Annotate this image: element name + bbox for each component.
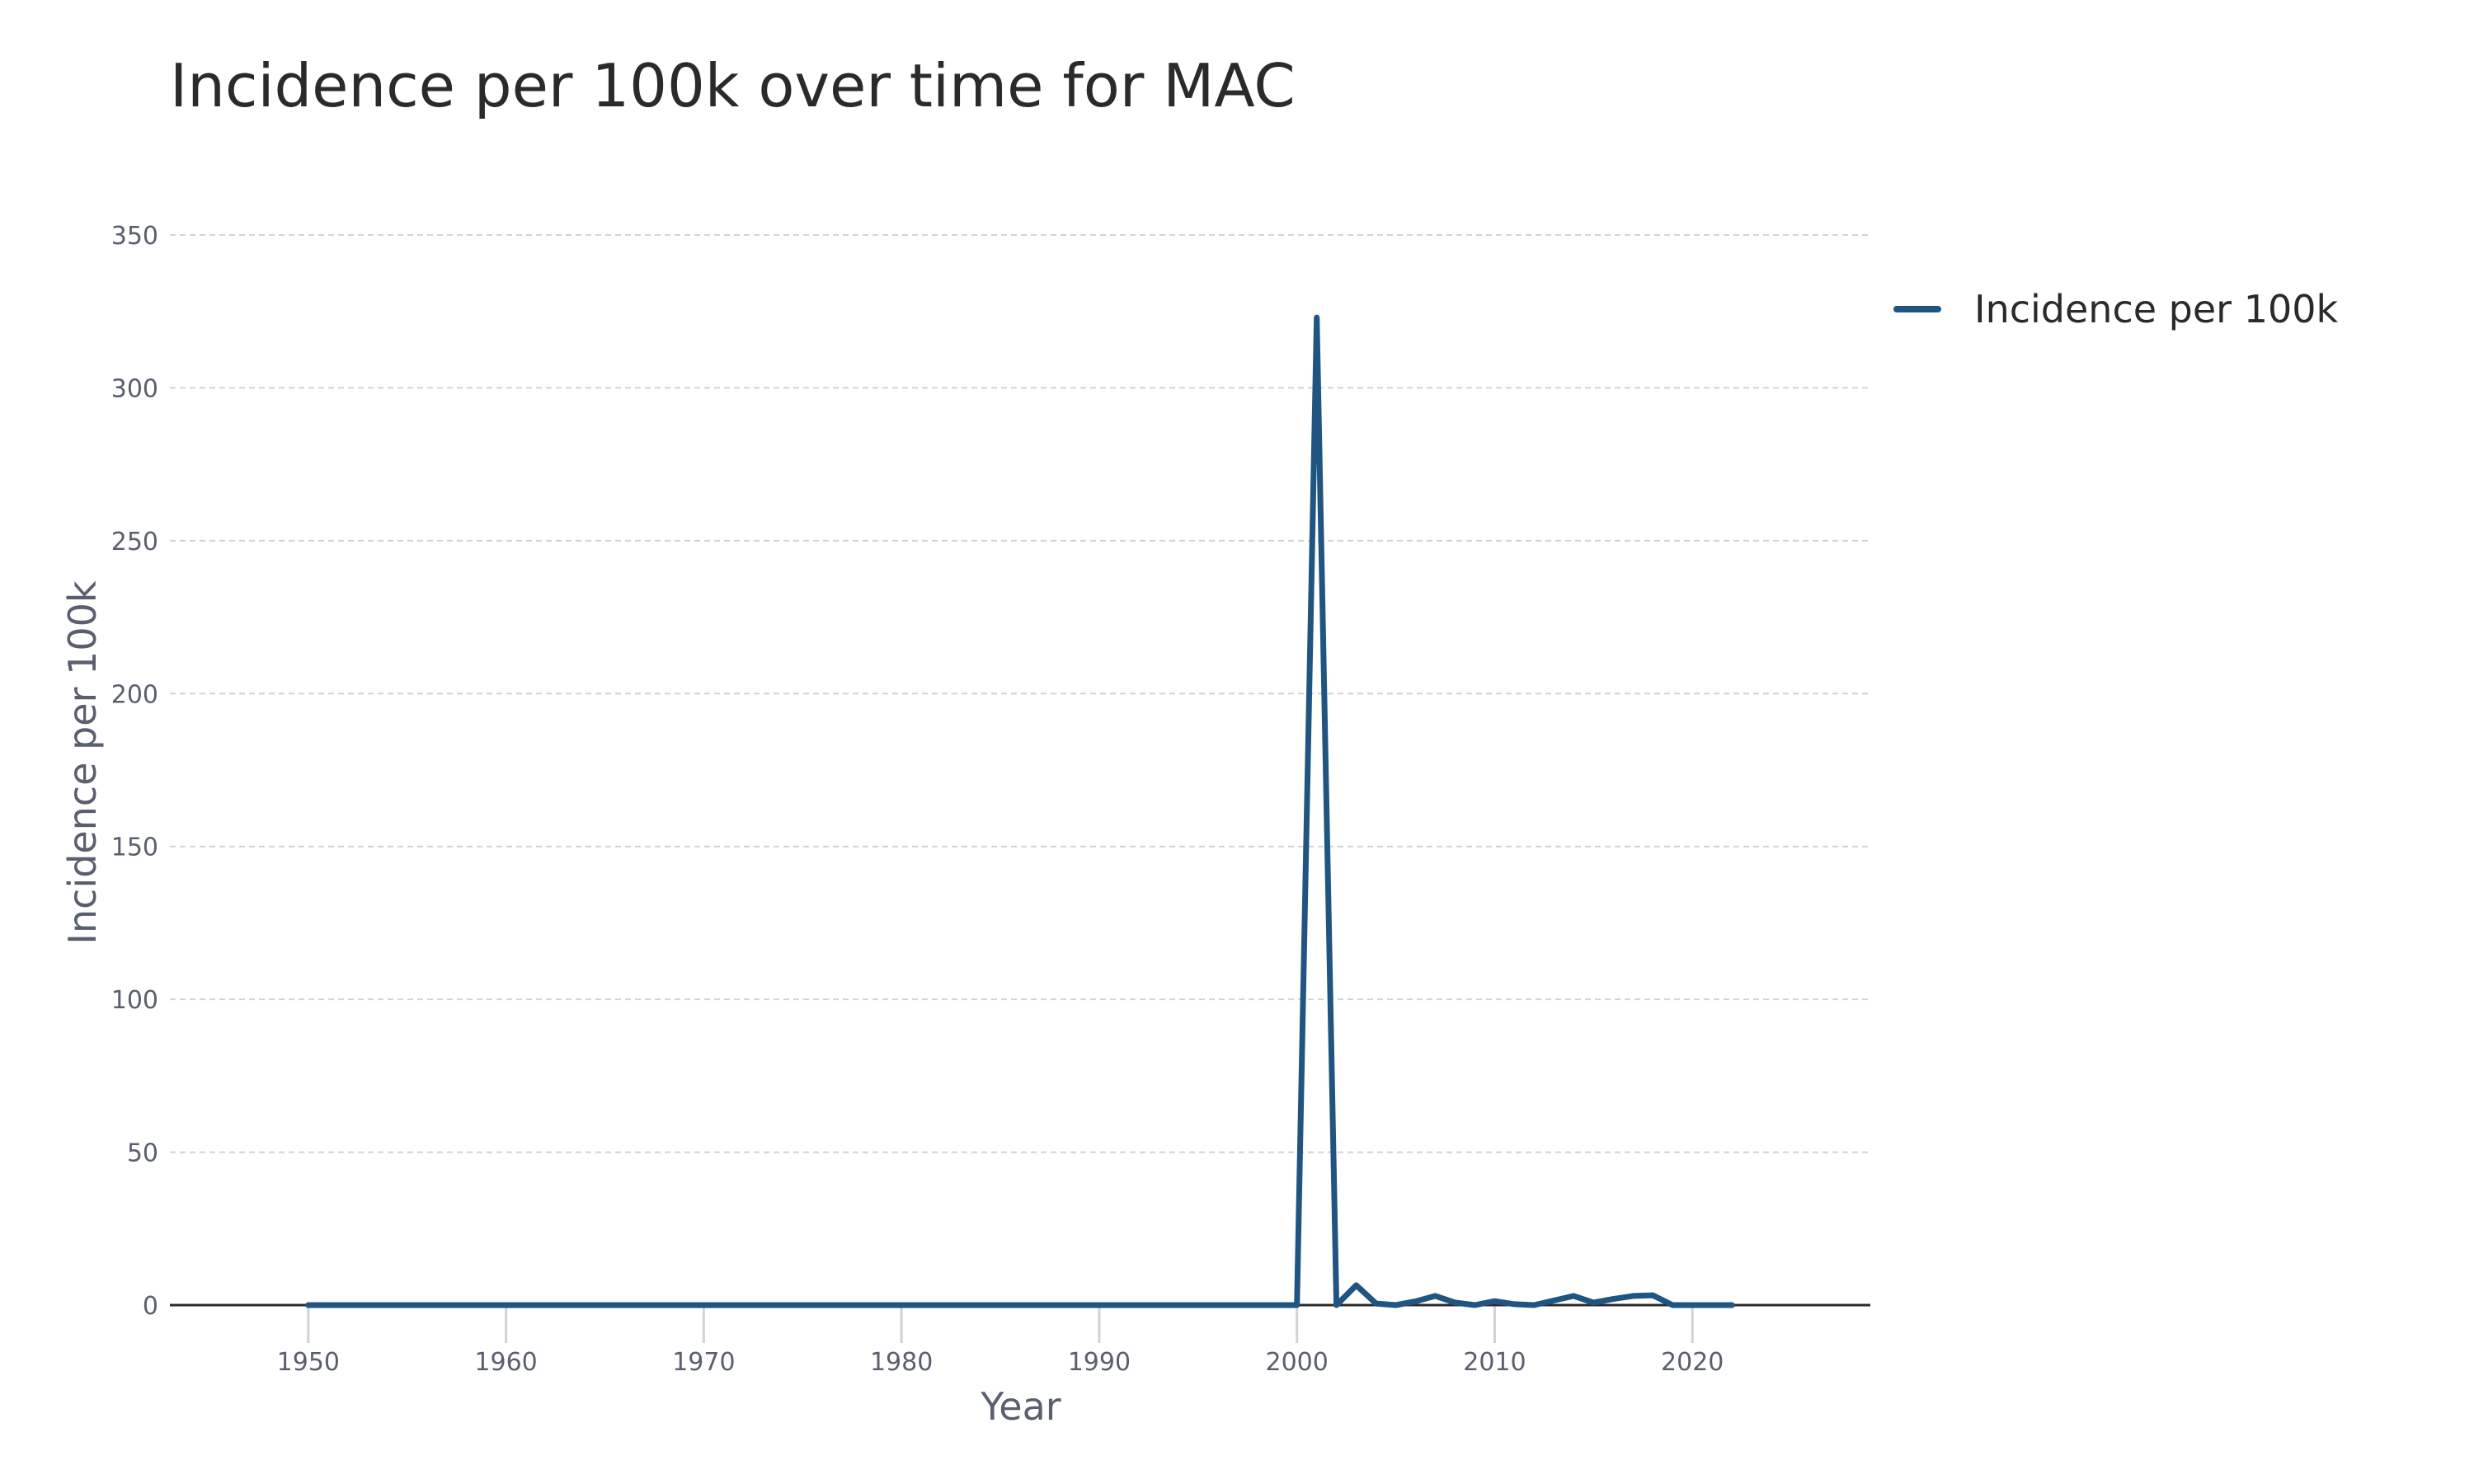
x-tick-label: 1960	[474, 1348, 537, 1377]
y-tick-label: 50	[127, 1139, 158, 1168]
gridlines	[170, 234, 1870, 1153]
axes: 0 50 100 150 200 250 300 350 1950 1960 1970 1980 199…	[111, 222, 1870, 1377]
series-line-0	[305, 314, 1735, 1308]
y-tick-label: 250	[111, 528, 158, 556]
y-tick-label: 350	[111, 222, 158, 251]
x-tick-label: 1970	[672, 1348, 735, 1377]
x-tick-label: 1950	[277, 1348, 340, 1377]
y-tick-label: 200	[111, 680, 158, 709]
x-axis-title: Year	[980, 1384, 1061, 1429]
x-tick-label: 2010	[1463, 1348, 1526, 1377]
y-tick-label: 150	[111, 834, 158, 862]
legend-label: Incidence per 100k	[1974, 287, 2339, 331]
y-axis-title: Incidence per 100k	[60, 580, 105, 944]
x-tick-label: 2000	[1265, 1348, 1328, 1377]
x-tick-label: 1980	[870, 1348, 933, 1377]
legend[interactable]: Incidence per 100k	[1893, 280, 2338, 338]
legend-line-icon	[1893, 306, 1941, 312]
x-tick-label: 2020	[1661, 1348, 1724, 1377]
y-tick-label: 300	[111, 374, 158, 403]
x-tick-label: 1990	[1068, 1348, 1131, 1377]
series-layer	[305, 314, 1735, 1308]
y-tick-label: 0	[143, 1292, 158, 1321]
chart-title: Incidence per 100k over time for MAC	[170, 51, 1296, 120]
y-tick-label: 100	[111, 986, 158, 1015]
